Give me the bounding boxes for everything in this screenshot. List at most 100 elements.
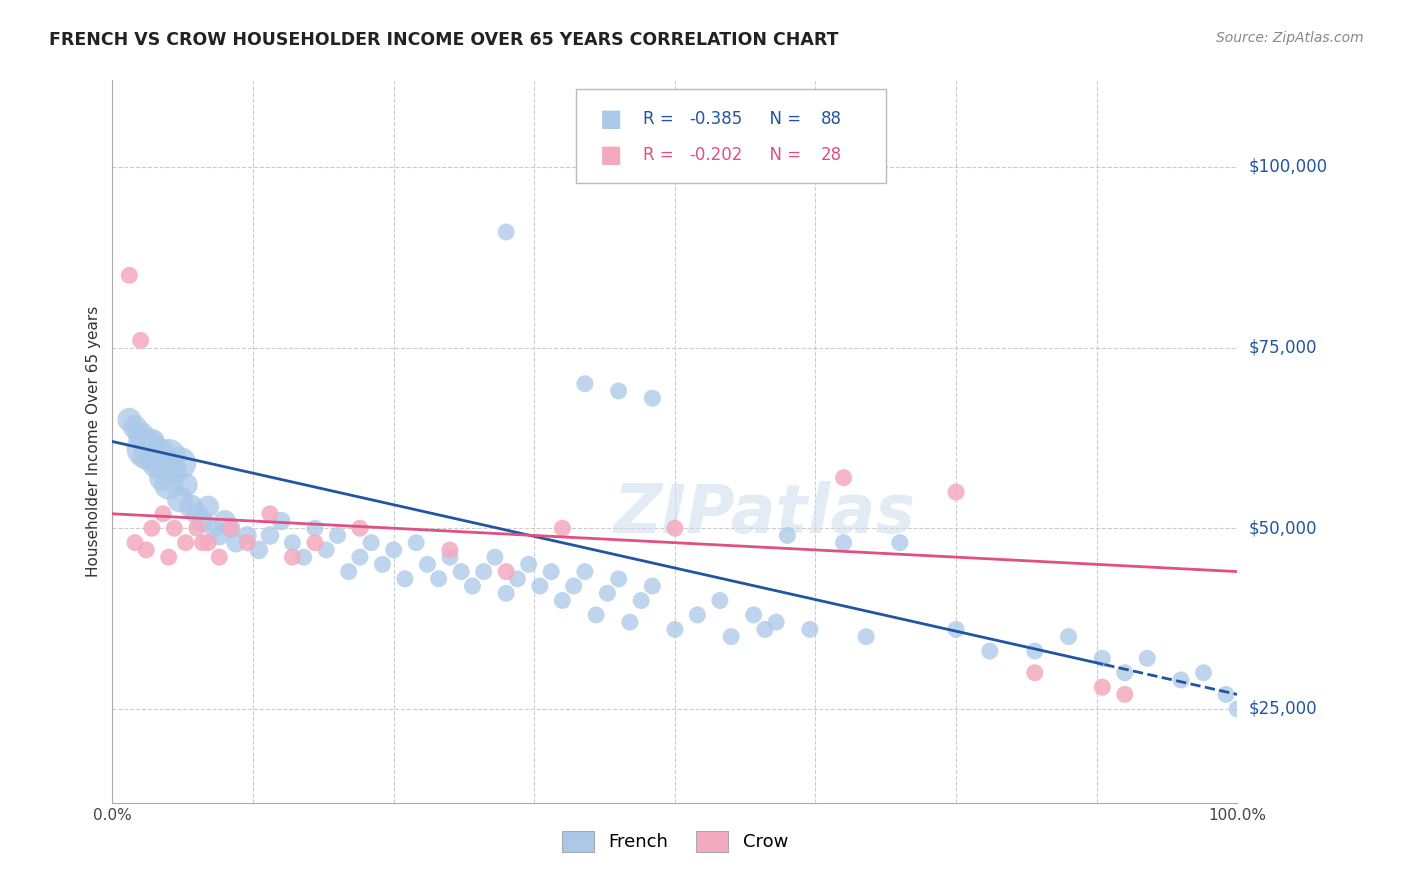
Point xyxy=(889,535,911,549)
Point xyxy=(118,413,141,427)
Point xyxy=(495,565,517,579)
Point xyxy=(664,521,686,535)
Point xyxy=(281,535,304,549)
Text: -0.202: -0.202 xyxy=(689,145,742,163)
Point xyxy=(259,507,281,521)
Text: FRENCH VS CROW HOUSEHOLDER INCOME OVER 65 YEARS CORRELATION CHART: FRENCH VS CROW HOUSEHOLDER INCOME OVER 6… xyxy=(49,31,839,49)
Point xyxy=(219,521,242,535)
Point xyxy=(709,593,731,607)
Point xyxy=(1091,651,1114,665)
Point xyxy=(371,558,394,572)
Point xyxy=(270,514,292,528)
Point xyxy=(1114,665,1136,680)
Point xyxy=(135,449,157,463)
Y-axis label: Householder Income Over 65 years: Householder Income Over 65 years xyxy=(86,306,101,577)
Point xyxy=(754,623,776,637)
Point xyxy=(607,384,630,398)
Point xyxy=(169,456,191,470)
Point xyxy=(979,644,1001,658)
Point xyxy=(191,535,214,549)
Point xyxy=(506,572,529,586)
Point xyxy=(742,607,765,622)
Point xyxy=(382,542,405,557)
Point xyxy=(157,449,180,463)
Point xyxy=(461,579,484,593)
Point xyxy=(124,420,146,434)
Point xyxy=(197,500,219,514)
Point xyxy=(141,434,163,449)
Text: 28: 28 xyxy=(821,145,842,163)
Point xyxy=(157,550,180,565)
Point xyxy=(562,579,585,593)
Point xyxy=(832,470,855,484)
Point xyxy=(439,542,461,557)
Text: ■: ■ xyxy=(600,143,623,167)
Point xyxy=(1114,687,1136,701)
Text: $25,000: $25,000 xyxy=(1249,700,1317,718)
Point xyxy=(208,550,231,565)
Point xyxy=(186,521,208,535)
Point xyxy=(349,550,371,565)
Point xyxy=(304,535,326,549)
Point xyxy=(405,535,427,549)
Point xyxy=(135,442,157,456)
Point xyxy=(152,507,174,521)
Point xyxy=(1136,651,1159,665)
Text: ZIPatlas: ZIPatlas xyxy=(614,481,915,547)
Point xyxy=(169,492,191,507)
Point xyxy=(551,593,574,607)
Point xyxy=(765,615,787,630)
Point xyxy=(186,507,208,521)
Point xyxy=(1192,665,1215,680)
Point xyxy=(495,225,517,239)
Point xyxy=(574,565,596,579)
Point xyxy=(292,550,315,565)
Point xyxy=(832,535,855,549)
Point xyxy=(1091,680,1114,694)
Point xyxy=(247,542,270,557)
Point xyxy=(394,572,416,586)
Point xyxy=(439,550,461,565)
Point xyxy=(219,521,242,535)
Point xyxy=(281,550,304,565)
Text: $100,000: $100,000 xyxy=(1249,158,1327,176)
Text: N =: N = xyxy=(759,110,807,128)
Point xyxy=(1170,673,1192,687)
Point xyxy=(174,535,197,549)
Text: $50,000: $50,000 xyxy=(1249,519,1317,537)
Point xyxy=(124,535,146,549)
Point xyxy=(157,478,180,492)
Point xyxy=(776,528,799,542)
Point xyxy=(225,535,247,549)
Legend: French, Crow: French, Crow xyxy=(554,823,796,859)
Point xyxy=(129,427,152,442)
Point xyxy=(326,528,349,542)
Point xyxy=(146,456,169,470)
Point xyxy=(664,623,686,637)
Point xyxy=(174,478,197,492)
Point xyxy=(202,521,225,535)
Point xyxy=(141,521,163,535)
Point xyxy=(427,572,450,586)
Point xyxy=(517,558,540,572)
Text: R =: R = xyxy=(643,110,679,128)
Point xyxy=(416,558,439,572)
Point xyxy=(540,565,562,579)
Point xyxy=(315,542,337,557)
Point xyxy=(495,586,517,600)
Text: $75,000: $75,000 xyxy=(1249,339,1317,357)
Point xyxy=(191,514,214,528)
Point xyxy=(163,521,186,535)
Point xyxy=(1024,644,1046,658)
Point xyxy=(945,623,967,637)
Point xyxy=(163,463,186,477)
Point xyxy=(945,485,967,500)
Point xyxy=(720,630,742,644)
Point xyxy=(450,565,472,579)
Point xyxy=(197,535,219,549)
Point xyxy=(337,565,360,579)
Point xyxy=(146,449,169,463)
Point xyxy=(630,593,652,607)
Point xyxy=(118,268,141,283)
Point xyxy=(1226,702,1249,716)
